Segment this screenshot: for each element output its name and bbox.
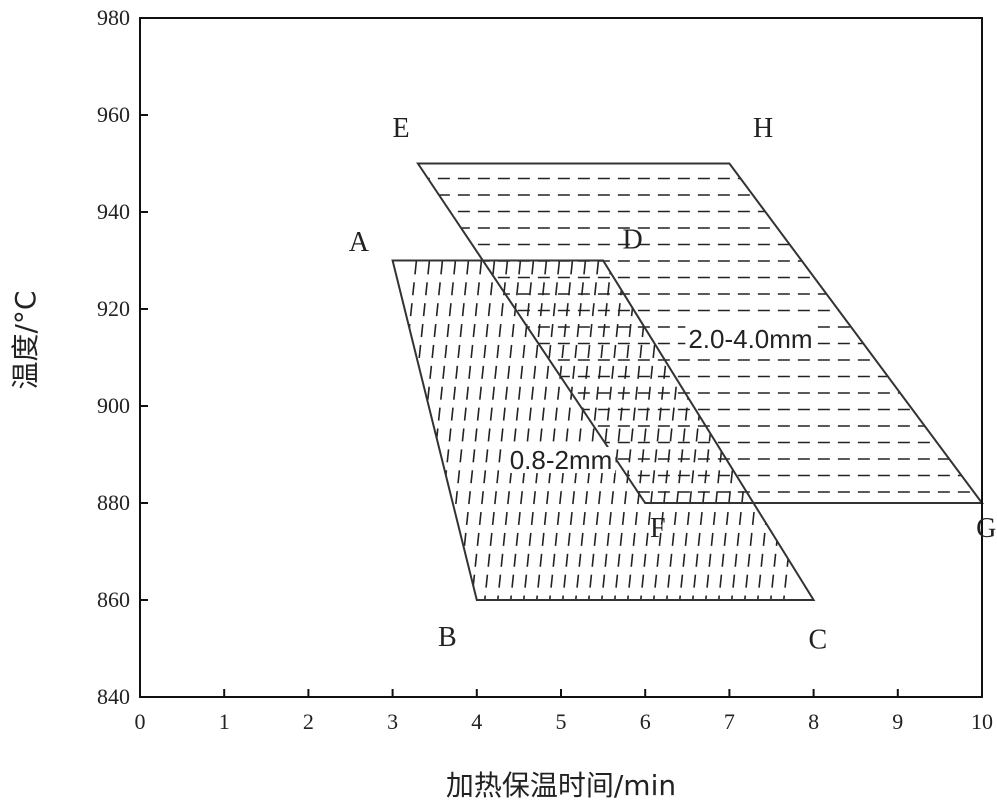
x-tick-label: 3: [387, 709, 398, 734]
x-tick-label: 8: [808, 709, 819, 734]
hatch-line: [679, 261, 717, 600]
hatch-line: [536, 261, 574, 600]
x-axis-ticks: [139, 689, 983, 697]
hatch-line: [744, 261, 782, 600]
hatch-line: [549, 261, 587, 600]
x-tick-label: 6: [640, 709, 651, 734]
x-tick-label: 1: [219, 709, 230, 734]
y-tick-label: 880: [97, 490, 130, 515]
region-outline-0.8-2mm: [391, 259, 816, 601]
y-tick-label: 900: [97, 393, 130, 418]
vertex-label-D: D: [622, 224, 642, 255]
y-axis-label: 温度/°C: [9, 291, 42, 390]
x-tick-label: 5: [556, 709, 567, 734]
hatch-line: [601, 261, 639, 600]
hatch-line: [588, 261, 626, 600]
y-tick-label: 960: [97, 102, 130, 127]
hatch-region-0.8-2mm: [392, 261, 814, 600]
x-tick-label: 10: [971, 709, 993, 734]
x-tick-label: 9: [892, 709, 903, 734]
vertex-label-E: E: [392, 113, 409, 144]
hatch-line: [575, 261, 613, 600]
vertex-label-A: A: [349, 227, 370, 258]
hatch-line: [783, 261, 814, 600]
region-label: 2.0-4.0mm: [688, 324, 812, 354]
hatch-line: [718, 261, 756, 600]
hatch-line: [731, 261, 769, 600]
y-axis-tick-labels: 840 860 880 900 920 940 960 980: [97, 5, 130, 709]
hatch-line: [666, 261, 704, 600]
hatch-line: [510, 261, 548, 600]
region-label: 0.8-2mm: [510, 445, 613, 475]
vertex-label-F: F: [650, 513, 666, 544]
vertex-label-G: G: [976, 513, 996, 544]
y-axis-ticks: [140, 17, 148, 698]
hatch-line: [705, 261, 743, 600]
region-labels: 0.8-2mm 2.0-4.0mm: [506, 324, 816, 475]
x-axis-tick-labels: 0 1 2 3 4 5 6 7 8 9 10: [135, 709, 994, 734]
hatch-line: [627, 261, 665, 600]
hatch-line: [757, 261, 795, 600]
vertex-label-H: H: [753, 113, 773, 144]
region-label-backing: [685, 325, 816, 352]
hatch-line: [770, 261, 808, 600]
hatch-line: [640, 261, 678, 600]
hatch-line: [458, 261, 496, 600]
y-tick-label: 840: [97, 684, 130, 709]
hatch-line: [484, 261, 522, 600]
hatch-line: [614, 261, 652, 600]
x-tick-label: 7: [724, 709, 735, 734]
x-axis-label: 加热保温时间/min: [446, 769, 676, 802]
y-tick-label: 980: [97, 5, 130, 30]
hatch-line: [392, 261, 418, 600]
hatch-line: [497, 261, 535, 600]
y-tick-label: 860: [97, 587, 130, 612]
vertex-label-B: B: [438, 622, 457, 653]
x-tick-label: 4: [471, 709, 482, 734]
vertex-label-C: C: [808, 625, 827, 656]
vertex-labels: E H A D F G B C: [349, 113, 997, 656]
region-label-backing: [506, 447, 616, 474]
y-tick-label: 940: [97, 199, 130, 224]
hatch-line: [562, 261, 600, 600]
plot-frame: [139, 17, 983, 698]
hatch-line: [523, 261, 561, 600]
hatch-line: [653, 261, 691, 600]
hatch-line: [471, 261, 509, 600]
x-tick-label: 0: [135, 709, 146, 734]
y-tick-label: 920: [97, 296, 130, 321]
x-tick-label: 2: [303, 709, 314, 734]
